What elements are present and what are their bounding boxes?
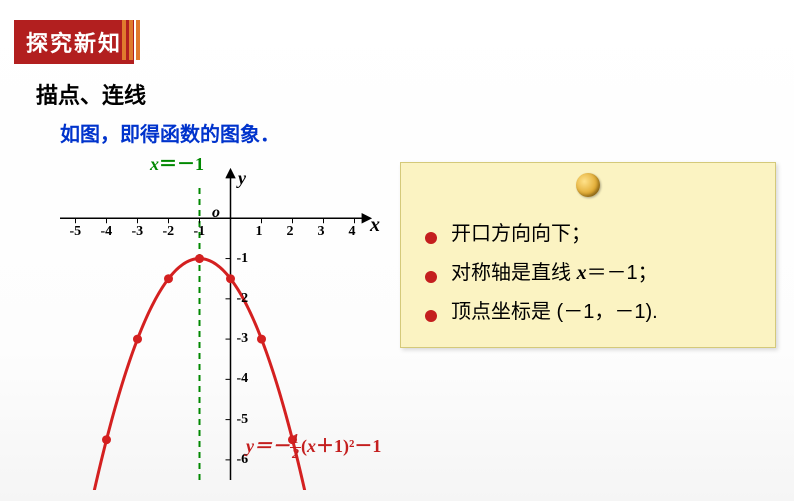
properties-card: 开口方向向下； 对称轴是直线 x＝－1； 顶点坐标是 (－1，－1). xyxy=(400,162,776,348)
bullet-icon xyxy=(425,271,437,283)
y-tick-label: -4 xyxy=(237,371,249,387)
bullet-icon xyxy=(425,310,437,322)
pin-icon xyxy=(576,173,600,197)
vertical-asymptote-label: x＝－1 xyxy=(150,150,204,176)
parabola-chart: x＝－1 y o x -5-4-3-2-11234-1-2-3-4-5-6 y＝… xyxy=(50,150,410,490)
y-axis-label: y xyxy=(238,168,246,189)
y-tick-label: -5 xyxy=(237,412,249,428)
x-tick-label: -1 xyxy=(194,224,206,240)
list-item: 开口方向向下； xyxy=(425,217,759,246)
y-tick-label: -2 xyxy=(237,291,249,307)
bullet-icon xyxy=(425,232,437,244)
x-tick-label: -4 xyxy=(101,224,113,240)
header-stripes xyxy=(122,20,140,60)
x-axis-label: x xyxy=(370,214,380,237)
x-tick-label: 3 xyxy=(318,224,325,240)
x-tick-label: 2 xyxy=(287,224,294,240)
x-tick-label: -2 xyxy=(163,224,175,240)
x-tick-label: 4 xyxy=(349,224,356,240)
description: 如图，即得函数的图象． xyxy=(60,118,280,147)
section-badge: 探究新知 xyxy=(14,20,134,64)
x-tick-label: 1 xyxy=(256,224,263,240)
function-label: y＝－12(x＋1)²－1 xyxy=(246,432,381,462)
list-item: 顶点坐标是 (－1，－1). xyxy=(425,295,759,324)
x-tick-label: -5 xyxy=(70,224,82,240)
x-tick-label: -3 xyxy=(132,224,144,240)
y-tick-label: -1 xyxy=(237,251,249,267)
y-tick-label: -3 xyxy=(237,331,249,347)
subtitle: 描点、连线 xyxy=(36,78,146,110)
list-item: 对称轴是直线 x＝－1； xyxy=(425,256,759,285)
properties-list: 开口方向向下； 对称轴是直线 x＝－1； 顶点坐标是 (－1，－1). xyxy=(425,217,759,334)
origin-label: o xyxy=(212,204,220,222)
